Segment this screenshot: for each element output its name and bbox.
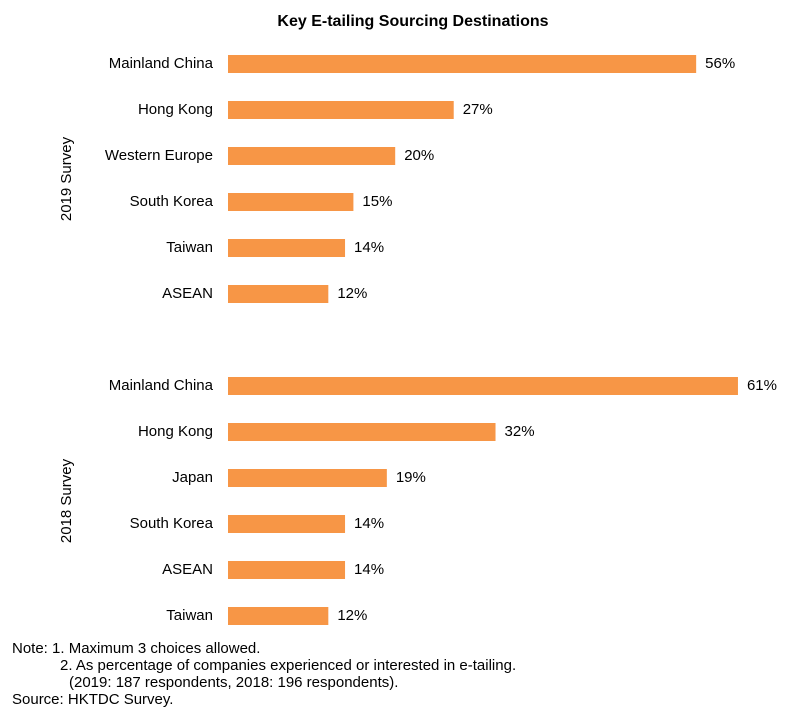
category-label: ASEAN xyxy=(162,561,213,578)
category-label: South Korea xyxy=(130,193,214,210)
data-label: 56% xyxy=(705,55,735,72)
category-label: Mainland China xyxy=(109,55,214,72)
data-label: 32% xyxy=(505,423,535,440)
data-label: 19% xyxy=(396,469,426,486)
source-line: Source: HKTDC Survey. xyxy=(12,691,174,708)
chart-title: Key E-tailing Sourcing Destinations xyxy=(277,13,548,30)
note-line-1: Note: 1. Maximum 3 choices allowed. xyxy=(12,640,261,657)
chart-notes: Note: 1. Maximum 3 choices allowed. 2. A… xyxy=(12,640,516,708)
bar xyxy=(228,561,346,579)
note-line-3: (2019: 187 respondents, 2018: 196 respon… xyxy=(69,674,399,691)
category-label: Taiwan xyxy=(166,607,213,624)
group-label: 2019 Survey xyxy=(58,136,75,221)
group-label: 2018 Survey xyxy=(58,458,75,543)
data-label: 20% xyxy=(404,147,434,164)
data-label: 15% xyxy=(362,193,392,210)
category-label: Hong Kong xyxy=(138,423,213,440)
category-label: Western Europe xyxy=(105,147,213,164)
data-label: 14% xyxy=(354,239,384,256)
bar xyxy=(228,147,396,165)
data-label: 61% xyxy=(747,377,777,394)
bar xyxy=(228,377,738,395)
bar xyxy=(228,607,329,625)
bar xyxy=(228,239,346,257)
bar xyxy=(228,469,387,487)
category-label: Japan xyxy=(172,469,213,486)
bar-chart: Key E-tailing Sourcing Destinations 2019… xyxy=(58,13,777,625)
category-label: Taiwan xyxy=(166,239,213,256)
category-label: Hong Kong xyxy=(138,101,213,118)
bar xyxy=(228,193,354,211)
note-line-2: 2. As percentage of companies experience… xyxy=(60,657,517,674)
bar xyxy=(228,515,346,533)
bar xyxy=(228,55,697,73)
category-label: Mainland China xyxy=(109,377,214,394)
category-label: ASEAN xyxy=(162,285,213,302)
category-label: South Korea xyxy=(130,515,214,532)
bar xyxy=(228,423,496,441)
data-label: 12% xyxy=(337,607,367,624)
data-label: 14% xyxy=(354,515,384,532)
bar xyxy=(228,285,329,303)
data-label: 12% xyxy=(337,285,367,302)
data-label: 14% xyxy=(354,561,384,578)
data-label: 27% xyxy=(463,101,493,118)
bar xyxy=(228,101,454,119)
